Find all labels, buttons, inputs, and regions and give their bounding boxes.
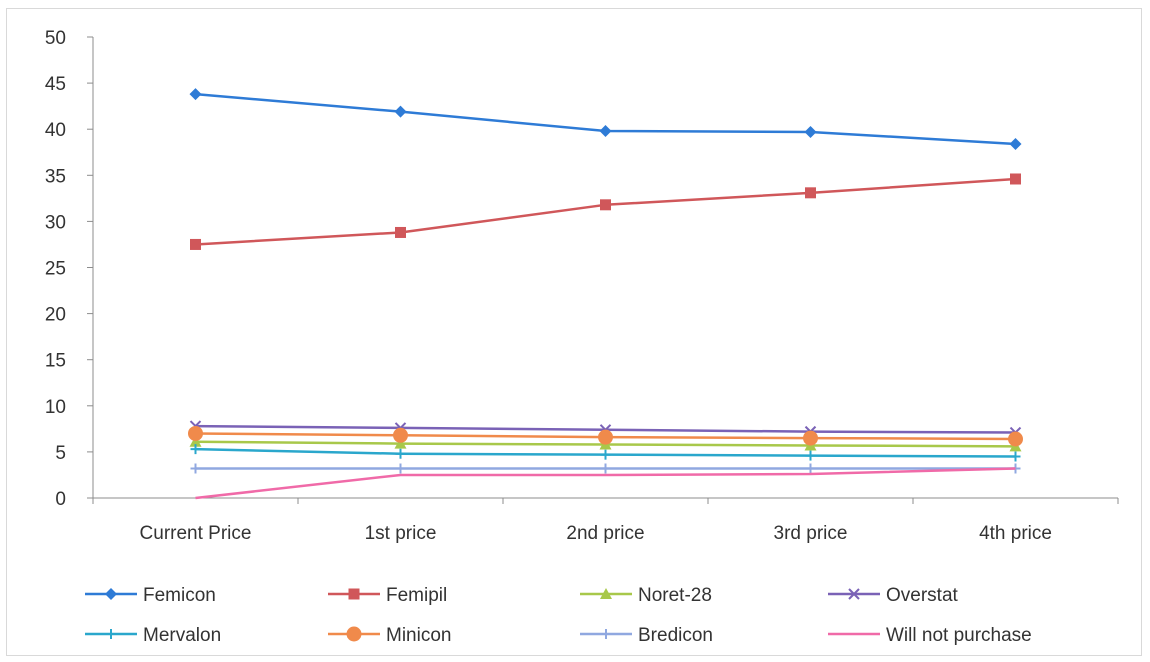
data-point-minicon xyxy=(1008,431,1023,447)
data-point-femicon xyxy=(804,125,817,138)
legend-marker xyxy=(346,626,362,642)
y-tick-label: 15 xyxy=(45,351,66,372)
legend-item-overstat: Overstat xyxy=(828,585,959,606)
data-point-bredicon xyxy=(805,463,816,474)
y-tick-label: 45 xyxy=(45,74,66,95)
x-tick-label: 1st price xyxy=(365,523,437,544)
legend-label: Femipil xyxy=(386,585,447,606)
y-tick-label: 30 xyxy=(45,212,66,233)
legend-label: Femicon xyxy=(143,585,216,606)
series-will-not-purchase xyxy=(195,467,1016,500)
legend-label: Overstat xyxy=(886,585,959,606)
legend-label: Noret-28 xyxy=(638,585,712,606)
series-minicon xyxy=(188,425,1023,447)
legend-item-mervalon: Mervalon xyxy=(85,625,221,646)
data-point-noret-28 xyxy=(189,435,202,447)
series-femipil xyxy=(190,173,1021,250)
legend-item-minicon: Minicon xyxy=(328,625,451,646)
chart-frame xyxy=(6,8,1142,656)
legend-label: Bredicon xyxy=(638,625,713,646)
series-femicon xyxy=(189,88,1022,150)
data-point-noret-28 xyxy=(394,437,407,449)
y-tick-label: 20 xyxy=(45,305,66,326)
data-point-mervalon xyxy=(1010,451,1021,462)
y-tick-label: 0 xyxy=(55,489,66,510)
legend-item-bredicon: Bredicon xyxy=(580,625,713,646)
legend-marker xyxy=(601,629,611,639)
legend-item-will-not-purchase: Will not purchase xyxy=(828,625,1032,646)
chart-axes: 0 5 10 15 20 25 30 35 40 45 50 Current Price 1st pri… xyxy=(45,28,1119,544)
data-point-femipil xyxy=(805,187,816,199)
data-point-mervalon xyxy=(600,449,611,460)
data-point-femipil xyxy=(190,238,201,250)
legend-label: Mervalon xyxy=(143,625,221,646)
series-line-femipil xyxy=(195,177,1016,246)
y-tick-label: 35 xyxy=(45,166,66,187)
data-point-minicon xyxy=(803,430,818,446)
x-tick-label: 3rd price xyxy=(774,523,848,544)
legend-marker xyxy=(105,588,117,600)
data-point-femipil xyxy=(600,199,611,211)
y-tick-label: 10 xyxy=(45,397,66,418)
data-point-bredicon xyxy=(600,463,611,474)
y-tick-label: 25 xyxy=(45,259,66,280)
legend-item-femipil: Femipil xyxy=(328,585,447,606)
series-mervalon xyxy=(190,444,1021,462)
data-point-minicon xyxy=(598,429,613,445)
legend-marker xyxy=(348,588,360,600)
data-point-mervalon xyxy=(395,448,406,459)
data-point-bredicon xyxy=(395,463,406,474)
y-tick-label: 40 xyxy=(45,120,66,141)
data-point-minicon xyxy=(188,425,203,441)
legend-marker xyxy=(600,588,612,599)
data-point-bredicon xyxy=(190,463,201,474)
legend-item-femicon: Femicon xyxy=(85,585,216,606)
x-tick-label: Current Price xyxy=(140,523,252,544)
series-layer xyxy=(188,88,1023,500)
y-tick-label: 5 xyxy=(55,443,66,464)
data-point-femipil xyxy=(395,226,406,238)
data-point-mervalon xyxy=(805,450,816,461)
legend-item-noret-28: Noret-28 xyxy=(580,585,712,606)
data-point-femipil xyxy=(1010,173,1021,185)
data-point-femicon xyxy=(599,125,612,138)
data-point-femicon xyxy=(189,88,202,101)
x-tick-label: 4th price xyxy=(979,523,1052,544)
legend-label: Will not purchase xyxy=(886,625,1032,646)
series-line-will-not-purchase xyxy=(195,467,1016,500)
legend-marker xyxy=(848,588,860,600)
y-tick-label: 50 xyxy=(45,28,66,49)
chart-legend: Femicon Femipil Noret-28 Overstat Mervalon Mi… xyxy=(85,585,1032,646)
data-point-mervalon xyxy=(190,444,201,455)
data-point-femicon xyxy=(394,105,407,118)
data-point-minicon xyxy=(393,427,408,443)
data-point-femicon xyxy=(1009,137,1022,150)
legend-marker xyxy=(106,629,116,639)
x-tick-label: 2nd price xyxy=(566,523,644,544)
legend-label: Minicon xyxy=(386,625,451,646)
